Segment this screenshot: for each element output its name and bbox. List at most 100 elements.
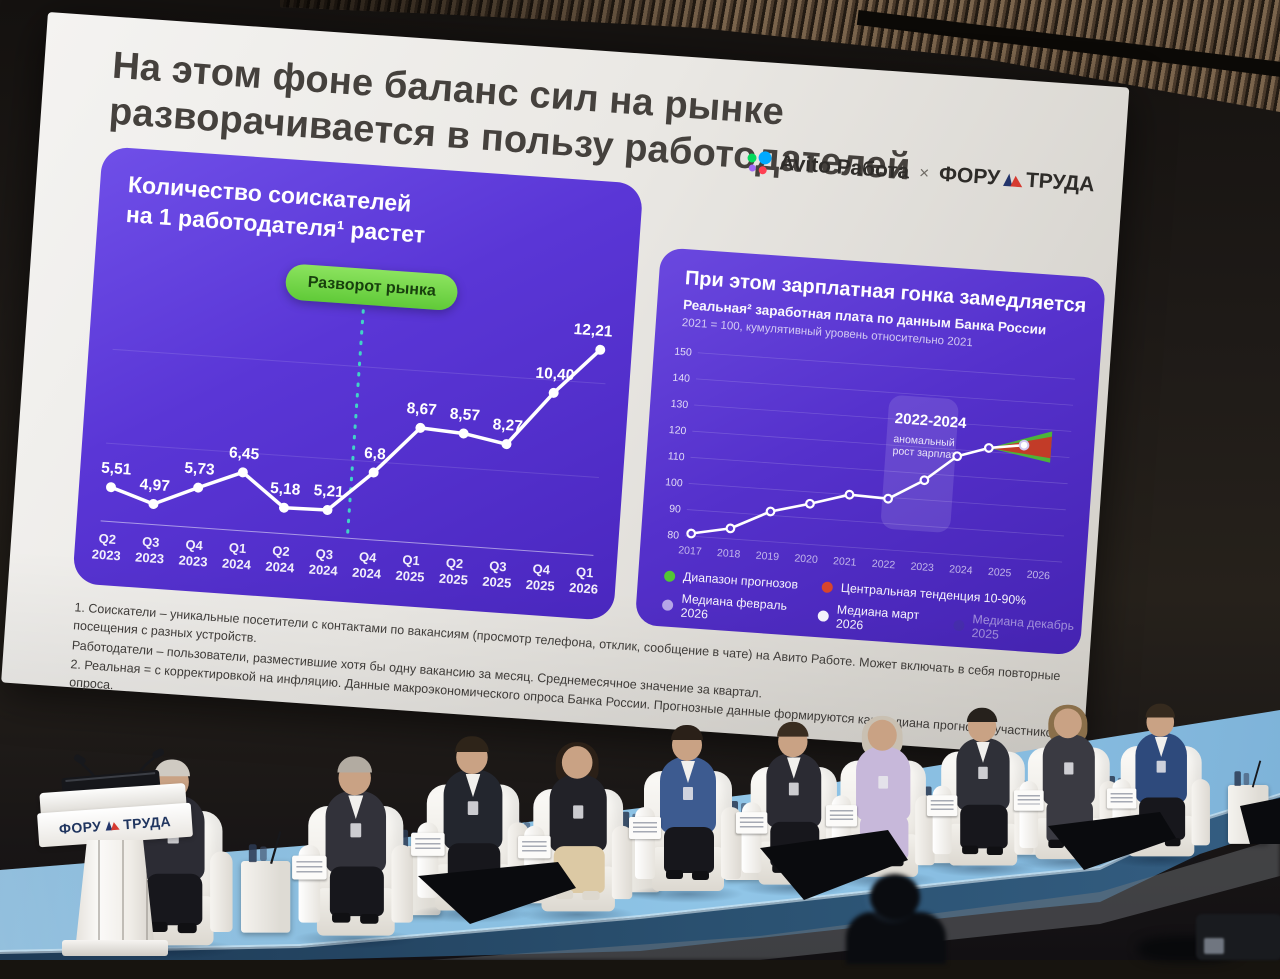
x-axis-line <box>100 520 594 556</box>
armchair-armrest <box>1191 779 1210 846</box>
panelist-legs <box>146 873 203 926</box>
x-tick-quarter: Q3 <box>489 558 507 574</box>
shoe <box>177 923 197 934</box>
lectern-forum-m-icon <box>105 821 120 831</box>
data-point <box>368 467 379 478</box>
data-point <box>458 428 469 439</box>
shoe <box>986 846 1003 856</box>
gridline <box>692 430 1070 458</box>
badge <box>683 787 693 800</box>
x-tick-label: 2024 <box>949 563 973 577</box>
data-point-label: 6,8 <box>364 445 387 463</box>
x-tick-year: 2025 <box>395 568 425 585</box>
x-tick-year: 2024 <box>308 562 339 579</box>
data-point <box>415 422 426 433</box>
hair <box>671 725 703 740</box>
x-tick-year: 2023 <box>178 552 208 569</box>
highlight-region <box>881 395 959 533</box>
data-point <box>883 493 893 504</box>
x-tick-quarter: Q4 <box>359 549 378 565</box>
lectern-forum-left: ФОРУ <box>58 817 102 837</box>
data-point-label: 5,21 <box>313 482 345 501</box>
name-plate <box>1013 790 1044 811</box>
hair <box>154 759 190 777</box>
name-plate <box>735 812 768 834</box>
logo-separator: × <box>918 163 930 183</box>
shoe <box>1048 839 1065 848</box>
x-tick-quarter: Q3 <box>142 534 160 550</box>
data-point <box>765 506 776 517</box>
x-tick-label: 2022 <box>871 558 895 572</box>
data-point <box>919 475 930 486</box>
hair <box>1145 703 1175 718</box>
data-point-label: 8,67 <box>406 400 437 419</box>
gridline <box>694 404 1072 432</box>
panelist-legs <box>664 827 714 873</box>
legend-label: Диапазон прогнозов <box>682 569 799 592</box>
legend-label: Медиана март 2026 <box>835 602 920 633</box>
panelist-head <box>1053 708 1082 739</box>
data-point <box>501 439 512 450</box>
legend-dot-icon <box>661 598 674 611</box>
x-tick-quarter: Q4 <box>532 561 551 577</box>
badge <box>788 782 799 796</box>
y-tick-label: 150 <box>674 346 692 359</box>
data-point-label: 5,51 <box>101 459 133 478</box>
wages-series-line <box>691 443 1025 535</box>
shoe <box>1164 838 1181 847</box>
lectern: ФОРУ ТРУДА <box>36 740 194 960</box>
name-plate <box>926 795 958 817</box>
badge <box>878 776 889 789</box>
x-tick-quarter: Q2 <box>272 543 290 559</box>
x-tick-label: 2025 <box>988 566 1012 580</box>
water-bottle-icon <box>248 844 257 863</box>
armchair-armrest <box>391 844 414 923</box>
panelist <box>926 704 1040 894</box>
water-bottle-icon <box>400 829 408 847</box>
hair <box>966 707 998 723</box>
data-point <box>278 502 289 513</box>
y-tick-label: 120 <box>668 424 686 437</box>
panelist-head <box>867 719 897 751</box>
projection-screen: На этом фоне баланс сил на рынке развора… <box>1 12 1130 758</box>
x-tick-label: 2017 <box>678 544 702 558</box>
camera-rig <box>1196 914 1280 960</box>
avito-logo-icon <box>747 149 773 175</box>
legend-dot-icon <box>952 619 965 631</box>
water-bottle-icon <box>924 786 932 803</box>
x-tick-year: 2026 <box>569 580 599 597</box>
legend-dot-icon <box>821 580 834 593</box>
legend-label: Медиана февраль 2026 <box>680 591 788 622</box>
panelist-head <box>561 746 593 779</box>
forum-wordmark-left: ФОРУ <box>938 162 1001 190</box>
x-tick-label: 2019 <box>755 550 779 564</box>
badge <box>1156 760 1166 773</box>
data-point <box>548 387 559 398</box>
x-tick-year: 2024 <box>352 565 383 582</box>
data-point <box>686 528 697 539</box>
gridline <box>695 378 1074 406</box>
applicants-line-chart: 5,51Q220234,97Q320235,73Q420236,45Q12024… <box>91 309 613 597</box>
data-point <box>725 523 736 534</box>
name-plate <box>629 817 661 839</box>
shoe <box>692 871 709 880</box>
data-point <box>322 505 333 516</box>
shoe <box>962 845 979 855</box>
shoe <box>148 921 168 932</box>
data-point-label: 6,45 <box>229 444 261 463</box>
forum-m-mark-icon <box>1003 173 1023 188</box>
gridline <box>106 442 599 479</box>
water-bottle-icon <box>1243 772 1250 785</box>
lectern-forum-right: ТРУДА <box>122 813 172 833</box>
applicants-chart-title: Количество соискателей на 1 работодателя… <box>125 170 428 251</box>
data-point <box>983 443 994 453</box>
data-point <box>237 467 248 478</box>
x-tick-year: 2024 <box>222 556 253 573</box>
forum-truda-wordmark: ФОРУ ТРУДА <box>938 163 1095 198</box>
panelist <box>517 738 639 942</box>
data-point-label: 8,57 <box>449 405 480 424</box>
x-tick-quarter: Q1 <box>228 540 246 556</box>
shoe <box>555 889 574 900</box>
armchair-armrest <box>611 825 633 900</box>
data-point <box>148 498 159 509</box>
